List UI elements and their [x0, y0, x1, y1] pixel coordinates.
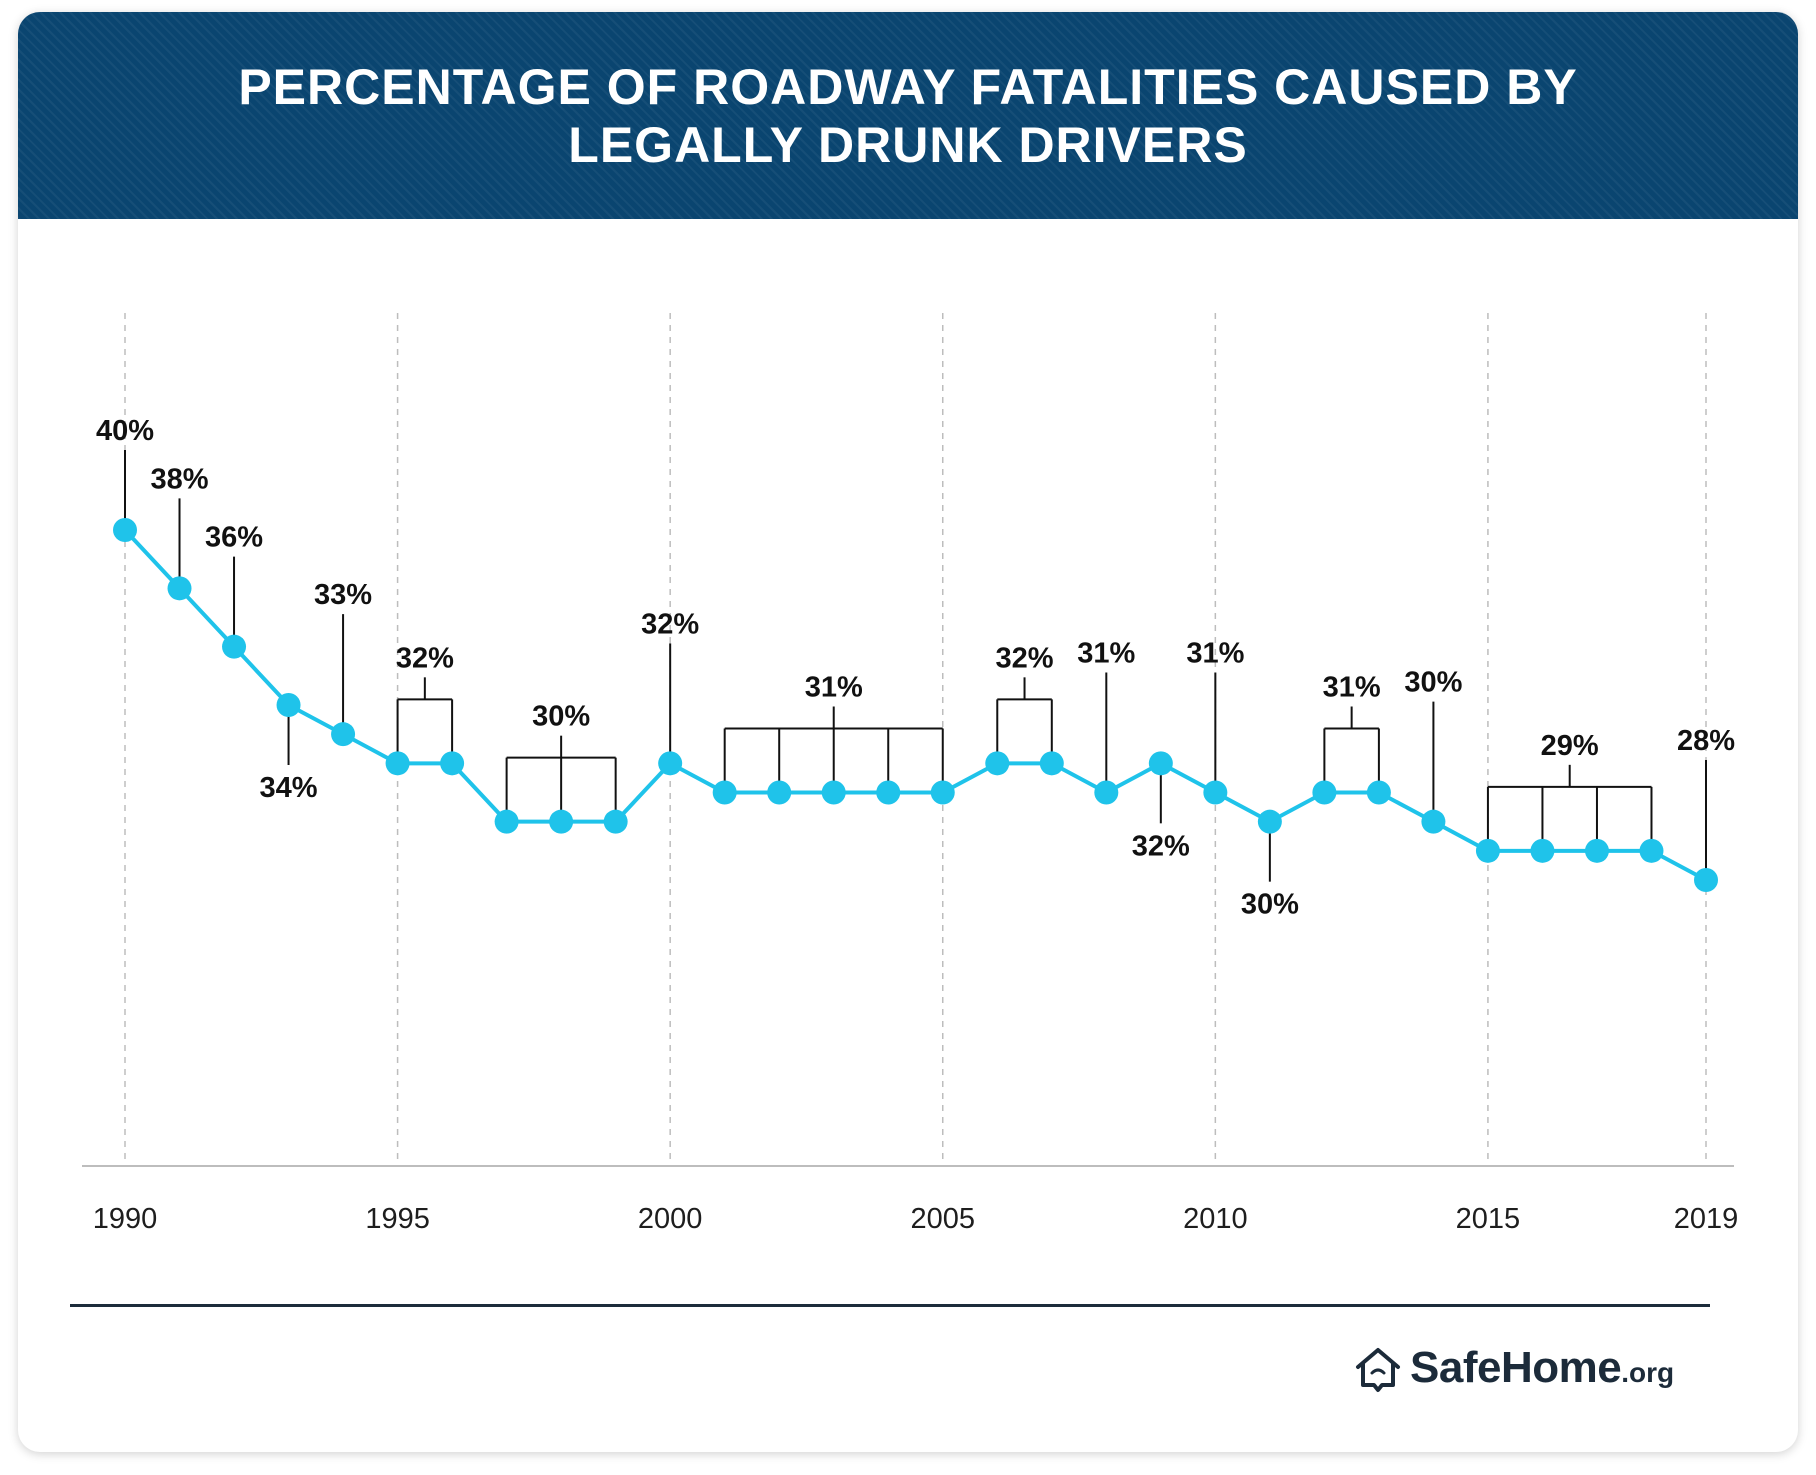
data-label: 31% [1186, 638, 1244, 670]
data-label: 30% [532, 701, 590, 733]
data-point-1990 [113, 518, 137, 542]
chart-title: PERCENTAGE OF ROADWAY FATALITIES CAUSED … [238, 58, 1578, 173]
data-label: 31% [1323, 672, 1381, 704]
data-points-layer [113, 518, 1718, 892]
data-point-2015 [1475, 838, 1500, 863]
data-label: 40% [96, 415, 154, 447]
data-label: 32% [1132, 830, 1190, 862]
data-point-1993 [276, 693, 301, 717]
data-point-1992 [222, 634, 247, 659]
data-label: 38% [150, 463, 208, 495]
data-point-2010 [1203, 780, 1228, 805]
data-point-1998 [549, 809, 574, 834]
data-point-1997 [494, 809, 519, 834]
x-tick-label: 2019 [1674, 1203, 1739, 1235]
data-label: 36% [205, 522, 263, 554]
data-point-2001 [712, 780, 737, 805]
data-point-1994 [331, 722, 356, 747]
x-tick-label: 2005 [911, 1203, 976, 1235]
data-point-2000 [658, 751, 683, 776]
x-tick-label: 2010 [1183, 1203, 1248, 1235]
data-point-2018 [1639, 838, 1664, 863]
x-tick-label: 1990 [93, 1203, 158, 1235]
data-point-2006 [985, 751, 1010, 776]
data-point-2016 [1530, 838, 1555, 863]
data-point-1995 [385, 751, 410, 776]
data-label: 28% [1677, 725, 1735, 757]
grid-layer [124, 313, 1707, 1166]
data-label: 31% [1077, 638, 1135, 670]
data-label: 32% [396, 642, 454, 674]
footer-divider [70, 1304, 1710, 1307]
data-point-2013 [1366, 780, 1391, 805]
data-point-2008 [1094, 780, 1119, 805]
x-tick-label: 2015 [1456, 1203, 1521, 1235]
data-label: 30% [1241, 889, 1299, 921]
x-tick-label: 2000 [638, 1203, 703, 1235]
logo-wordmark: SafeHome [1410, 1343, 1622, 1392]
data-label: 32% [996, 642, 1054, 674]
data-point-2007 [1039, 751, 1064, 776]
data-point-2012 [1312, 780, 1337, 805]
safehome-logo: SafeHome .org [1352, 1338, 1674, 1398]
data-point-1996 [440, 751, 465, 776]
data-point-2002 [767, 780, 792, 805]
data-point-2017 [1584, 838, 1609, 863]
data-point-2003 [821, 780, 846, 805]
house-icon [1356, 1348, 1400, 1392]
annotation-leaders [124, 450, 1707, 882]
data-point-2005 [930, 780, 955, 805]
x-tick-layer: 1990 1995 2000 2005 2010 2015 2019 [93, 1203, 1739, 1235]
data-point-1991 [167, 576, 192, 601]
x-tick-label: 1995 [365, 1203, 430, 1235]
data-labels-layer: 40% 38% 36% 34% 33% 32% 30% 32% 31% 32% 31% 32% 31% 3… [96, 415, 1735, 921]
logo-suffix: .org [1621, 1357, 1675, 1388]
infographic-card: PERCENTAGE OF ROADWAY FATALITIES CAUSED … [18, 12, 1798, 1452]
data-point-2004 [876, 780, 901, 805]
title-banner: PERCENTAGE OF ROADWAY FATALITIES CAUSED … [18, 12, 1798, 219]
data-label: 30% [1404, 667, 1462, 699]
data-point-2009 [1148, 751, 1173, 776]
data-label: 29% [1541, 730, 1599, 762]
data-label: 33% [314, 579, 372, 611]
data-point-2011 [1257, 809, 1282, 834]
data-point-2014 [1421, 809, 1446, 834]
data-label: 34% [260, 772, 318, 804]
data-label: 31% [805, 672, 863, 704]
data-point-1999 [603, 809, 628, 834]
data-point-2019 [1694, 868, 1718, 892]
data-label: 32% [641, 608, 699, 640]
